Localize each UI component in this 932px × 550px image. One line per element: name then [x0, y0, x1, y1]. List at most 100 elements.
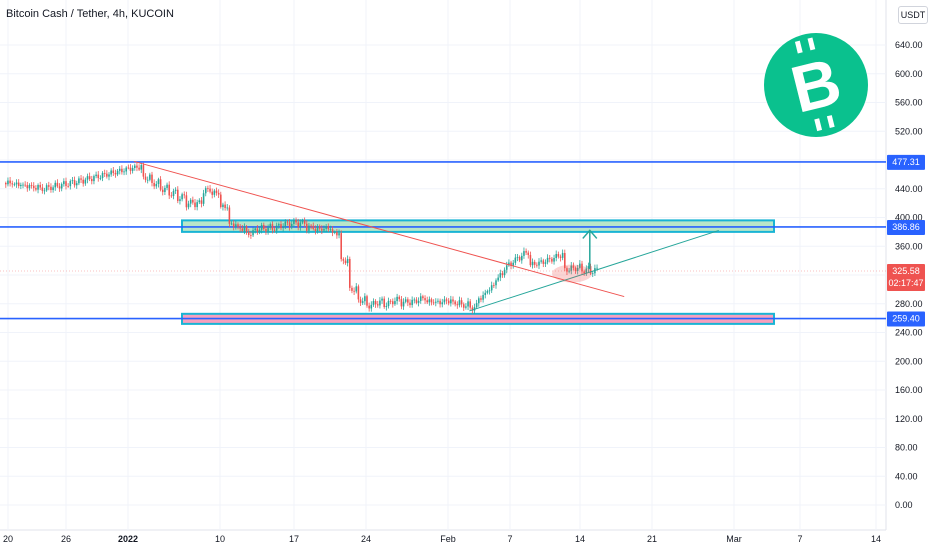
level-tag-259-bg: [887, 311, 925, 327]
candle-body: [32, 185, 35, 189]
candle-body: [596, 267, 598, 269]
candle-body: [82, 179, 84, 184]
candle-body: [419, 296, 422, 301]
candle-body: [589, 266, 592, 274]
x-tick-label: 14: [871, 534, 881, 544]
y-tick-label: 520.00: [895, 126, 923, 136]
x-tick-label: 7: [797, 534, 802, 544]
candle-body: [417, 300, 420, 303]
candle-body: [368, 305, 370, 309]
currency-button[interactable]: USDT: [898, 6, 928, 24]
candle-body: [312, 225, 315, 229]
price-tag: 325.58: [892, 266, 920, 276]
candle-body: [430, 299, 433, 303]
candle-body: [516, 256, 519, 258]
candle-body: [80, 178, 82, 180]
candle-body: [258, 229, 261, 232]
y-tick-label: 600.00: [895, 69, 923, 79]
candle-body: [536, 264, 538, 266]
candle-body: [467, 301, 469, 307]
candle-body: [349, 258, 351, 288]
candle-body: [546, 257, 549, 263]
candle-body: [370, 304, 373, 309]
candle-body: [538, 261, 540, 266]
candle-body: [73, 180, 76, 186]
candle-body: [428, 299, 431, 303]
candle-body: [359, 299, 362, 303]
candle-body: [101, 172, 104, 179]
candle-body: [480, 298, 482, 300]
candle-body: [533, 261, 536, 265]
candle-body: [155, 183, 158, 187]
candle-body: [157, 179, 160, 184]
y-tick-label: 360.00: [895, 241, 923, 251]
candle-body: [202, 193, 205, 204]
candle-body: [581, 263, 583, 272]
candle-body: [445, 299, 448, 301]
candle-body: [490, 285, 493, 291]
candle-body: [45, 185, 48, 191]
candle-body: [215, 190, 218, 193]
candle-body: [187, 203, 190, 208]
price-tag-bg: [887, 263, 925, 291]
candle-body: [318, 226, 321, 229]
candle-body: [527, 252, 530, 256]
candle-body: [333, 231, 336, 233]
bitcoin-symbol-bar: [826, 115, 835, 128]
candle-body: [140, 165, 143, 170]
y-tick-label: 200.00: [895, 356, 923, 366]
candle-body: [383, 298, 385, 308]
candle-body: [131, 167, 134, 171]
level-tag-386-bg: [887, 219, 925, 235]
candle-body: [179, 199, 181, 201]
bitcoin-cash-logo: [764, 33, 868, 137]
candle-body: [505, 265, 508, 270]
candle-body: [372, 301, 375, 305]
candle-body: [273, 229, 276, 231]
candle-body: [260, 224, 263, 230]
candle-body: [402, 301, 405, 307]
candle-body: [235, 224, 237, 227]
candle-body: [198, 200, 201, 203]
candle-body: [452, 299, 454, 302]
candle-body: [286, 221, 289, 223]
candle-body: [226, 207, 229, 209]
candle-body: [65, 181, 67, 186]
candle-body: [514, 257, 517, 263]
candle-body: [564, 252, 566, 269]
candle-body: [385, 306, 388, 308]
candle-body: [256, 228, 259, 232]
candle-body: [129, 167, 132, 171]
candle-body: [306, 223, 308, 231]
candle-body: [458, 300, 461, 306]
candle-body: [144, 176, 147, 180]
candle-body: [454, 301, 456, 305]
candle-body: [521, 255, 523, 261]
candle-body: [572, 265, 575, 268]
candle-body: [280, 224, 282, 229]
candle-body: [243, 226, 246, 231]
x-tick-label: 24: [361, 534, 371, 544]
candle-body: [161, 189, 164, 193]
level-tag-477: 477.31: [892, 157, 920, 167]
candle-body: [379, 300, 381, 306]
candle-body: [426, 300, 428, 303]
candle-body: [422, 296, 424, 299]
candle-body: [475, 303, 478, 308]
candle-body: [58, 186, 61, 189]
candle-body: [471, 307, 474, 311]
candle-body: [112, 170, 115, 174]
candle-body: [39, 184, 41, 188]
candle-body: [331, 229, 334, 233]
level-tag-477-bg: [887, 154, 925, 170]
candle-body: [559, 256, 562, 258]
candle-body: [86, 176, 89, 180]
descending-trendline: [133, 160, 625, 298]
candle-body: [508, 262, 510, 266]
bitcoin-symbol-bar: [794, 40, 803, 54]
candle-body: [297, 222, 299, 228]
candle-body: [568, 270, 570, 272]
candle-body: [134, 165, 136, 168]
candle-body: [323, 228, 325, 231]
